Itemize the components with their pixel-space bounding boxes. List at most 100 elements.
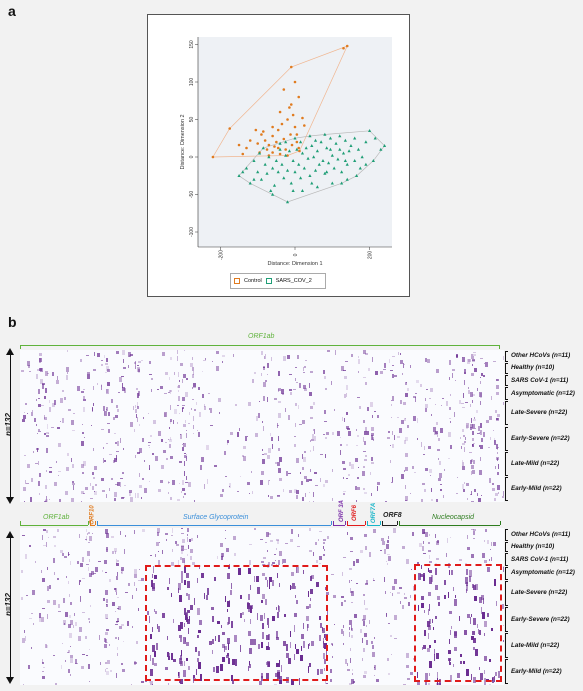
heatmap-cell [369, 620, 370, 624]
heatmap-cell [62, 553, 64, 556]
sars-cov-2-point [354, 174, 359, 177]
heatmap-cell [435, 431, 438, 434]
heatmap-cell [424, 489, 426, 492]
heatmap-cell [46, 530, 48, 533]
heatmap-cell [254, 372, 256, 374]
heatmap-cell [325, 388, 327, 390]
heatmap-cell [73, 413, 75, 414]
heatmap-cell [53, 600, 56, 605]
control-point [256, 142, 259, 145]
heatmap-cell [289, 389, 292, 391]
heatmap-cell [44, 417, 47, 419]
heatmap-cell [313, 402, 315, 405]
heatmap-cell [411, 569, 412, 570]
heatmap-cell [47, 600, 50, 603]
heatmap-cell [365, 382, 367, 385]
heatmap-cell [64, 397, 66, 400]
heatmap-cell [104, 644, 107, 648]
control-point [293, 125, 297, 129]
heatmap-cell [111, 478, 113, 480]
heatmap-cell [157, 528, 160, 533]
heatmap-cell [66, 467, 69, 471]
heatmap-cell [367, 407, 369, 411]
heatmap-cell [494, 440, 496, 445]
control-point [254, 128, 258, 132]
heatmap-cell [243, 446, 246, 449]
heatmap-cell [267, 374, 268, 375]
heatmap-cell [44, 501, 47, 502]
heatmap-cell [73, 485, 74, 490]
heatmap-cell [102, 570, 103, 572]
heatmap-cell [406, 559, 409, 564]
heatmap-cell [171, 562, 174, 566]
heatmap-cell [462, 429, 464, 432]
heatmap-cell [47, 567, 48, 570]
heatmap-cell [168, 439, 169, 440]
heatmap-cell [431, 499, 433, 501]
heatmap-cell [93, 573, 96, 574]
heatmap-cell [134, 662, 137, 664]
heatmap-cell [49, 585, 51, 589]
heatmap-cell [194, 409, 196, 411]
sars-cov-2-point [285, 168, 290, 172]
heatmap-cell [56, 461, 57, 463]
heatmap-cell [369, 552, 371, 557]
heatmap-cell [364, 431, 366, 435]
heatmap-cell [187, 537, 188, 542]
heatmap-cell [235, 404, 237, 406]
heatmap-cell [363, 420, 365, 423]
sars-cov-2-point [293, 136, 297, 140]
heatmap-cell [181, 578, 183, 583]
gene-tick-right-orf1ab [88, 521, 89, 525]
heatmap-cell [36, 448, 39, 450]
heatmap-cell [425, 682, 427, 685]
heatmap-cell [473, 585, 476, 590]
heatmap-cell [484, 540, 485, 542]
control-point [289, 103, 293, 106]
heatmap-cell [258, 413, 260, 418]
heatmap-cell [228, 617, 230, 624]
heatmap-cell [465, 437, 466, 440]
heatmap-cell [425, 468, 428, 471]
control-point [273, 145, 276, 148]
heatmap-cell [388, 556, 391, 561]
heatmap-cell [473, 647, 475, 650]
heatmap-cell [335, 350, 336, 355]
heatmap-cell [32, 410, 33, 412]
heatmap-cell [116, 621, 119, 622]
heatmap-cell [117, 441, 119, 446]
heatmap-cell [444, 595, 446, 599]
heatmap-cell [248, 594, 250, 600]
heatmap-cell [435, 585, 438, 590]
heatmap-cell [28, 665, 30, 669]
heatmap-cell [264, 356, 265, 359]
heatmap-cell [497, 472, 499, 475]
heatmap-cell [263, 564, 266, 565]
heatmap-cell [472, 400, 473, 403]
heatmap-cell [404, 470, 405, 472]
heatmap-cell [403, 684, 406, 685]
heatmap-cell [309, 663, 311, 667]
heatmap-cell [310, 450, 311, 452]
heatmap-cell [422, 647, 423, 650]
heatmap-cell [386, 613, 387, 617]
heatmap-cell [93, 477, 95, 479]
heatmap-cell [135, 366, 136, 369]
heatmap-cell [480, 430, 482, 435]
control-point [271, 134, 274, 138]
control-point [282, 88, 286, 91]
heatmap-cell [278, 371, 280, 376]
gene-tick-right-orf7a [380, 521, 381, 525]
heatmap-cell [343, 468, 346, 470]
heatmap-cell [101, 385, 102, 390]
x-tick-label: -200 [218, 250, 224, 260]
heatmap-cell [182, 405, 185, 406]
heatmap-cell [46, 435, 49, 437]
heatmap-cell [489, 559, 490, 561]
sars-cov-2-point [332, 166, 336, 170]
heatmap-cell [22, 638, 25, 643]
heatmap-cell [252, 379, 254, 383]
heatmap-cell [169, 653, 170, 656]
heatmap-cell [480, 377, 481, 378]
heatmap-cell [334, 624, 335, 625]
